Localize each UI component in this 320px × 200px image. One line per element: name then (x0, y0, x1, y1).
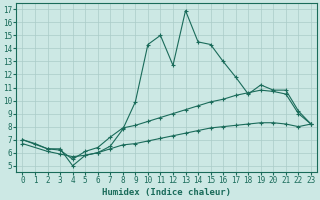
X-axis label: Humidex (Indice chaleur): Humidex (Indice chaleur) (102, 188, 231, 197)
